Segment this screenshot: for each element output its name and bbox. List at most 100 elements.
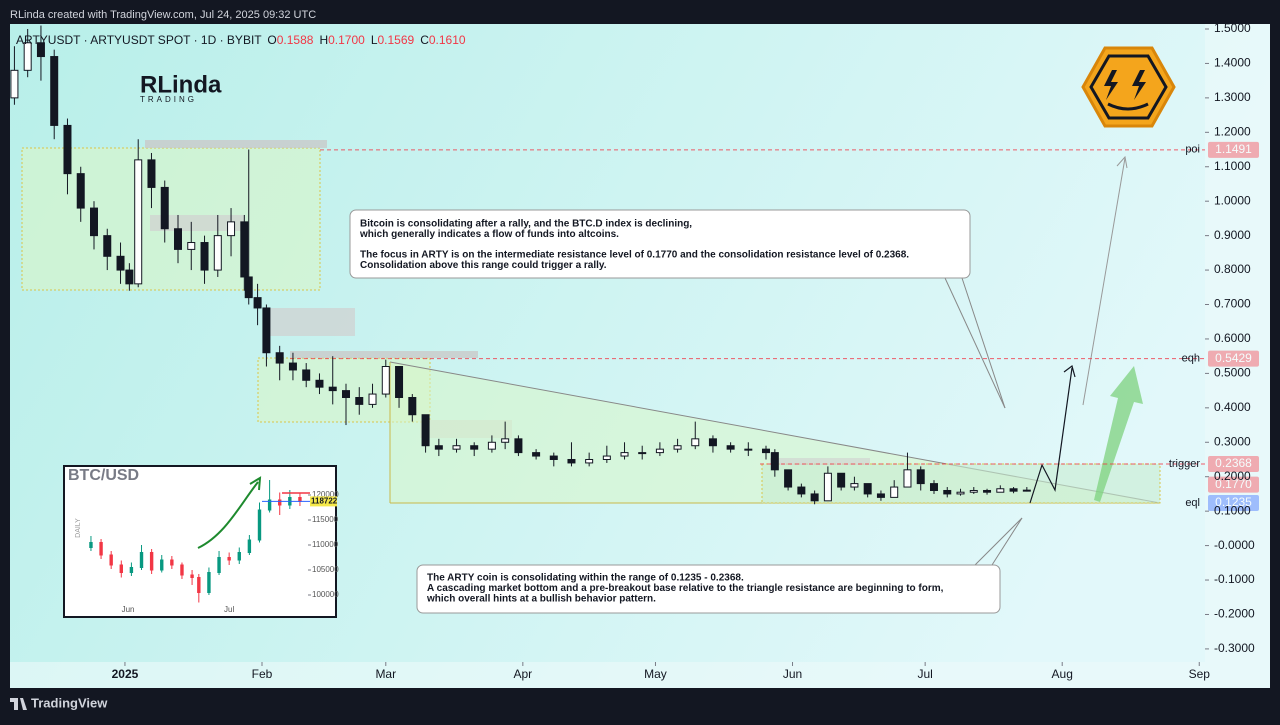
y-tick-label: 0.7000 <box>1214 297 1251 311</box>
time-axis-bg <box>10 662 1205 688</box>
legend-item: O <box>267 33 276 47</box>
y-tick-label: 1.4000 <box>1214 56 1251 70</box>
candle-body <box>298 497 302 502</box>
candle-body <box>638 452 647 455</box>
inset-frame <box>63 465 337 618</box>
candle-body <box>501 438 510 443</box>
x-tick-label: Mar <box>375 667 396 681</box>
legend: ARTYUSDT · ARTYUSDT SPOT · 1D · BYBIT O 0.… <box>16 33 466 47</box>
y-tick-label: 0.2000 <box>1214 469 1251 483</box>
zone <box>770 458 870 465</box>
candle-body <box>620 452 629 457</box>
inset-y-tick-label: 105000 <box>312 565 339 574</box>
legend-item: ARTYUSDT · ARTYUSDT SPOT · 1D · BYBIT <box>16 33 262 47</box>
note-text: The focus in ARTY is on the intermediate… <box>360 250 909 261</box>
candle-body <box>160 186 169 230</box>
inset-y-label: DAILY <box>75 518 82 538</box>
y-tick-label: -0.2000 <box>1214 607 1255 621</box>
level-name: eql <box>1185 497 1200 509</box>
y-tick-label: 0.5000 <box>1214 366 1251 380</box>
candle-body <box>207 572 211 593</box>
candle-body <box>147 159 156 188</box>
candle-body <box>956 491 965 495</box>
candle-body <box>1022 489 1031 492</box>
inset-arrow <box>197 481 259 549</box>
candle-body <box>452 445 461 450</box>
candle-body <box>23 42 32 71</box>
candle-body <box>109 554 113 566</box>
candle-body <box>532 452 541 457</box>
target-arrow <box>1082 157 1126 406</box>
candle-body <box>903 469 912 488</box>
y-tick-label: 0.6000 <box>1214 331 1251 345</box>
candle-body <box>341 390 350 399</box>
inset-x-tick-label: Jul <box>224 605 234 614</box>
candle-body <box>381 366 390 395</box>
candle-body <box>863 483 872 495</box>
candle-body <box>929 483 938 491</box>
candle-body <box>408 397 417 416</box>
candles <box>10 25 1031 505</box>
candle-body <box>823 472 832 502</box>
level-name: poi <box>1185 144 1200 156</box>
note-text: A cascading market bottom and a pre-brea… <box>427 583 944 594</box>
candle-body <box>227 221 236 237</box>
candle-body <box>567 458 576 464</box>
candle-body <box>797 486 806 495</box>
inset-y-tick-label: 110000 <box>312 540 339 549</box>
candle-body <box>278 499 282 506</box>
candle-body <box>180 564 184 576</box>
candle-body <box>76 173 85 209</box>
arrow-head <box>1063 364 1076 378</box>
candle-body <box>217 557 221 573</box>
candle-body <box>328 386 337 392</box>
footer-logo <box>10 698 27 710</box>
footer-brand: TradingView <box>31 695 108 710</box>
brand-name: RLinda <box>140 71 222 98</box>
candle-body <box>36 42 45 58</box>
zone <box>290 351 478 358</box>
note-pointer <box>961 277 1006 409</box>
candle-body <box>103 235 112 257</box>
level-name: trigger <box>1169 458 1201 470</box>
drawings <box>21 140 1161 504</box>
candle-body <box>421 414 430 447</box>
brand-tagline: TRADING <box>140 95 197 104</box>
candle-body <box>213 235 222 271</box>
candle-body <box>129 567 134 573</box>
inset: 100000 105000 110000 115000 120000 Jun Jul 1187… <box>68 467 339 614</box>
notes: Bitcoin is consolidating after a rally, … <box>359 219 944 605</box>
candle-body <box>514 438 523 454</box>
x-tick-label: Sep <box>1189 667 1211 681</box>
candle-body <box>691 438 700 447</box>
candle-body <box>943 489 952 495</box>
arrow-head <box>1116 155 1128 169</box>
candle-body <box>487 441 496 450</box>
candle-body <box>190 574 194 578</box>
y-tick-label: 0.4000 <box>1214 400 1251 414</box>
y-tick-label: 0.9000 <box>1214 228 1251 242</box>
path-arrow <box>1029 367 1073 504</box>
candle-body <box>170 559 174 566</box>
candle-body <box>355 397 364 405</box>
y-tick-label: 0.8000 <box>1214 262 1251 276</box>
inset-y-tick-label: 120000 <box>312 490 339 499</box>
y-tick-label: -0.1000 <box>1214 572 1255 586</box>
candle-body <box>315 379 324 388</box>
header: RLinda created with TradingView.com, Jul… <box>10 9 316 21</box>
legend-item: L <box>371 33 378 47</box>
legend-item: 0.1610 <box>429 33 466 47</box>
candle-body <box>200 242 209 271</box>
inset-arrow-head <box>249 476 262 491</box>
inset-y-tick-label: 115000 <box>312 515 339 524</box>
candle-body <box>434 445 443 450</box>
note-text: which overall hints at a bullish behavio… <box>426 594 656 605</box>
candle-body <box>257 509 262 541</box>
candle-body <box>262 307 271 354</box>
x-tick-label: 2025 <box>112 667 139 681</box>
candle-body <box>302 369 311 381</box>
candle-body <box>1009 488 1018 492</box>
note-pointer <box>974 517 1023 566</box>
zone <box>150 215 245 231</box>
